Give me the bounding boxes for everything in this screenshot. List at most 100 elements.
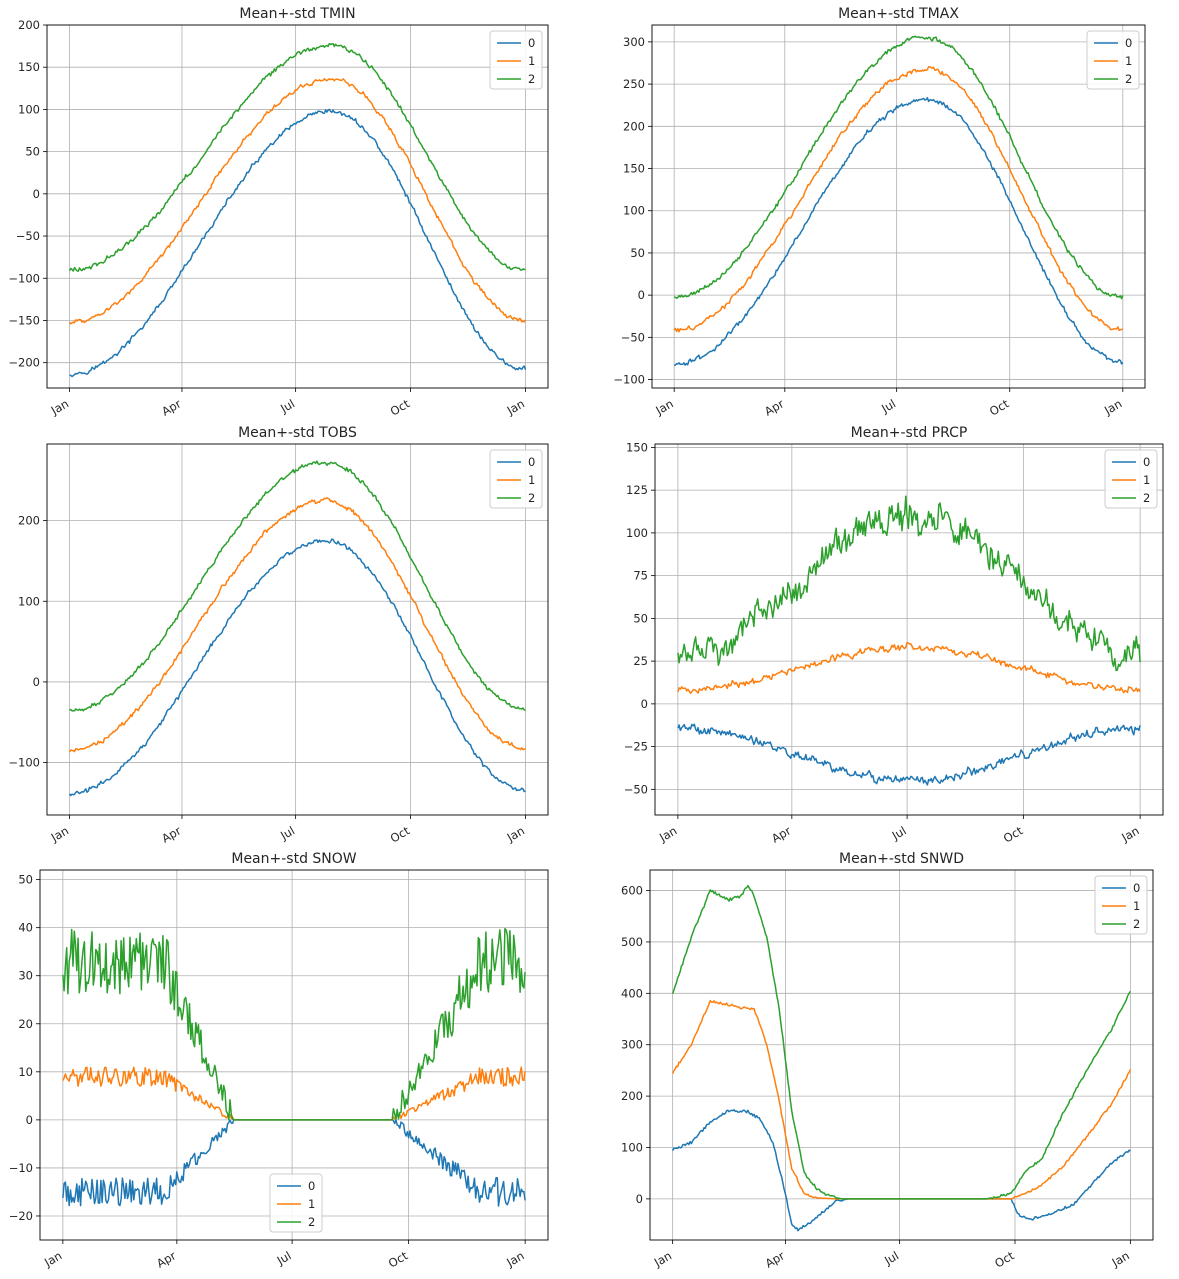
legend: 0 1 2 bbox=[489, 30, 543, 90]
y-tick-label: 0 bbox=[638, 288, 645, 302]
y-tick-label: 500 bbox=[621, 935, 643, 949]
x-tick-label: Jan bbox=[1109, 1248, 1132, 1269]
x-tick-label: Jan bbox=[1118, 823, 1141, 844]
y-tick-label: 150 bbox=[18, 60, 40, 74]
chart-panel-1: −200 −150 −100 −50 0 50 100 150 200 Jan Apr Jul Oct J… bbox=[8, 6, 549, 419]
series-line-0 bbox=[677, 723, 1141, 786]
y-tick-label: 50 bbox=[25, 145, 40, 159]
chart-title: Mean+-std SNOW bbox=[231, 851, 356, 867]
x-tick-label: Jul bbox=[881, 1248, 901, 1268]
legend-label-0: 0 bbox=[528, 36, 535, 50]
legend-label-2: 2 bbox=[528, 491, 535, 505]
x-tick-label: Jan bbox=[651, 1248, 674, 1269]
y-tick-label: 200 bbox=[18, 514, 40, 528]
legend-label-2: 2 bbox=[308, 1215, 315, 1229]
legend-label-1: 1 bbox=[528, 54, 535, 68]
y-tick-label: 30 bbox=[18, 969, 33, 983]
chart-title: Mean+-std TMIN bbox=[239, 6, 355, 22]
x-tick-label: Apr bbox=[159, 823, 183, 845]
y-tick-label: 150 bbox=[626, 440, 648, 454]
legend-label-0: 0 bbox=[1125, 36, 1132, 50]
legend-label-0: 0 bbox=[308, 1179, 315, 1193]
series-line-2 bbox=[674, 35, 1124, 300]
x-tick-label: Oct bbox=[992, 1248, 1017, 1270]
y-tick-label: 200 bbox=[621, 1089, 643, 1103]
x-tick-label: Oct bbox=[987, 396, 1012, 418]
legend-label-0: 0 bbox=[1143, 455, 1150, 469]
series-line-0 bbox=[671, 1109, 1131, 1232]
series-line-2 bbox=[69, 460, 526, 712]
axes-frame bbox=[654, 443, 1164, 816]
y-tick-label: −200 bbox=[8, 356, 40, 370]
legend: 0 1 2 bbox=[1104, 449, 1158, 509]
y-tick-label: 300 bbox=[623, 35, 645, 49]
x-tick-label: Jul bbox=[277, 396, 297, 416]
y-tick-label: −10 bbox=[9, 1161, 33, 1175]
y-tick-label: 50 bbox=[633, 611, 648, 625]
y-tick-label: 100 bbox=[621, 1141, 643, 1155]
x-tick-label: Apr bbox=[762, 396, 786, 418]
y-tick-label: −50 bbox=[624, 782, 648, 796]
x-tick-label: Jan bbox=[1101, 396, 1124, 417]
legend-label-2: 2 bbox=[1143, 491, 1150, 505]
axes-frame bbox=[46, 443, 549, 816]
y-tick-label: 200 bbox=[18, 18, 40, 32]
legend-label-2: 2 bbox=[1125, 72, 1132, 86]
y-tick-label: 0 bbox=[33, 187, 40, 201]
legend-label-1: 1 bbox=[1143, 473, 1150, 487]
y-tick-label: 20 bbox=[18, 1017, 33, 1031]
y-tick-label: 0 bbox=[641, 697, 648, 711]
series-line-0 bbox=[68, 538, 526, 797]
x-tick-label: Jan bbox=[48, 823, 71, 844]
x-tick-label: Jul bbox=[889, 823, 909, 843]
y-tick-label: 100 bbox=[623, 204, 645, 218]
legend-box bbox=[269, 1173, 323, 1233]
x-tick-label: Jan bbox=[503, 1248, 526, 1269]
x-tick-label: Jan bbox=[504, 396, 527, 417]
series-line-2 bbox=[671, 884, 1132, 1200]
legend-box bbox=[1094, 875, 1148, 935]
legend: 0 1 2 bbox=[1086, 30, 1140, 90]
series-line-2 bbox=[677, 495, 1141, 672]
y-tick-label: −100 bbox=[8, 271, 40, 285]
x-tick-label: Jan bbox=[41, 1248, 64, 1269]
series-line-1 bbox=[68, 497, 526, 753]
y-tick-label: 0 bbox=[636, 1192, 643, 1206]
y-tick-label: −100 bbox=[8, 756, 40, 770]
series-line-1 bbox=[671, 999, 1132, 1200]
x-tick-label: Jan bbox=[652, 396, 675, 417]
y-tick-label: 200 bbox=[623, 119, 645, 133]
y-tick-label: 75 bbox=[633, 569, 648, 583]
y-tick-label: 50 bbox=[18, 873, 33, 887]
legend: 0 1 2 bbox=[1094, 875, 1148, 935]
chart-title: Mean+-std PRCP bbox=[851, 425, 968, 441]
legend-label-1: 1 bbox=[308, 1197, 315, 1211]
legend-box bbox=[489, 449, 543, 509]
x-tick-label: Oct bbox=[1001, 823, 1026, 845]
chart-panel-6: 0 100 200 300 400 500 600 Jan Apr Jul Oct Jan Mean+-… bbox=[621, 851, 1154, 1271]
y-tick-label: 10 bbox=[18, 1065, 33, 1079]
x-tick-label: Jul bbox=[878, 396, 898, 416]
chart-title: Mean+-std TOBS bbox=[238, 425, 357, 441]
y-tick-label: 100 bbox=[18, 102, 40, 116]
x-tick-label: Jan bbox=[656, 823, 679, 844]
chart-title: Mean+-std TMAX bbox=[838, 6, 959, 22]
legend-label-2: 2 bbox=[1133, 917, 1140, 931]
x-tick-label: Apr bbox=[763, 1248, 787, 1270]
x-tick-label: Jul bbox=[274, 1248, 294, 1268]
y-tick-label: −20 bbox=[9, 1209, 33, 1223]
x-tick-label: Jul bbox=[277, 823, 297, 843]
x-tick-label: Oct bbox=[388, 823, 413, 845]
legend-box bbox=[1086, 30, 1140, 90]
series-line-1 bbox=[68, 77, 527, 325]
y-tick-label: 600 bbox=[621, 884, 643, 898]
series-line-1 bbox=[677, 641, 1141, 694]
legend: 0 1 2 bbox=[489, 449, 543, 509]
series-line-2 bbox=[62, 927, 526, 1121]
y-tick-label: 100 bbox=[626, 526, 648, 540]
legend-label-0: 0 bbox=[1133, 881, 1140, 895]
y-tick-label: 0 bbox=[26, 1113, 33, 1127]
x-tick-label: Oct bbox=[386, 1248, 411, 1270]
legend-label-1: 1 bbox=[528, 473, 535, 487]
